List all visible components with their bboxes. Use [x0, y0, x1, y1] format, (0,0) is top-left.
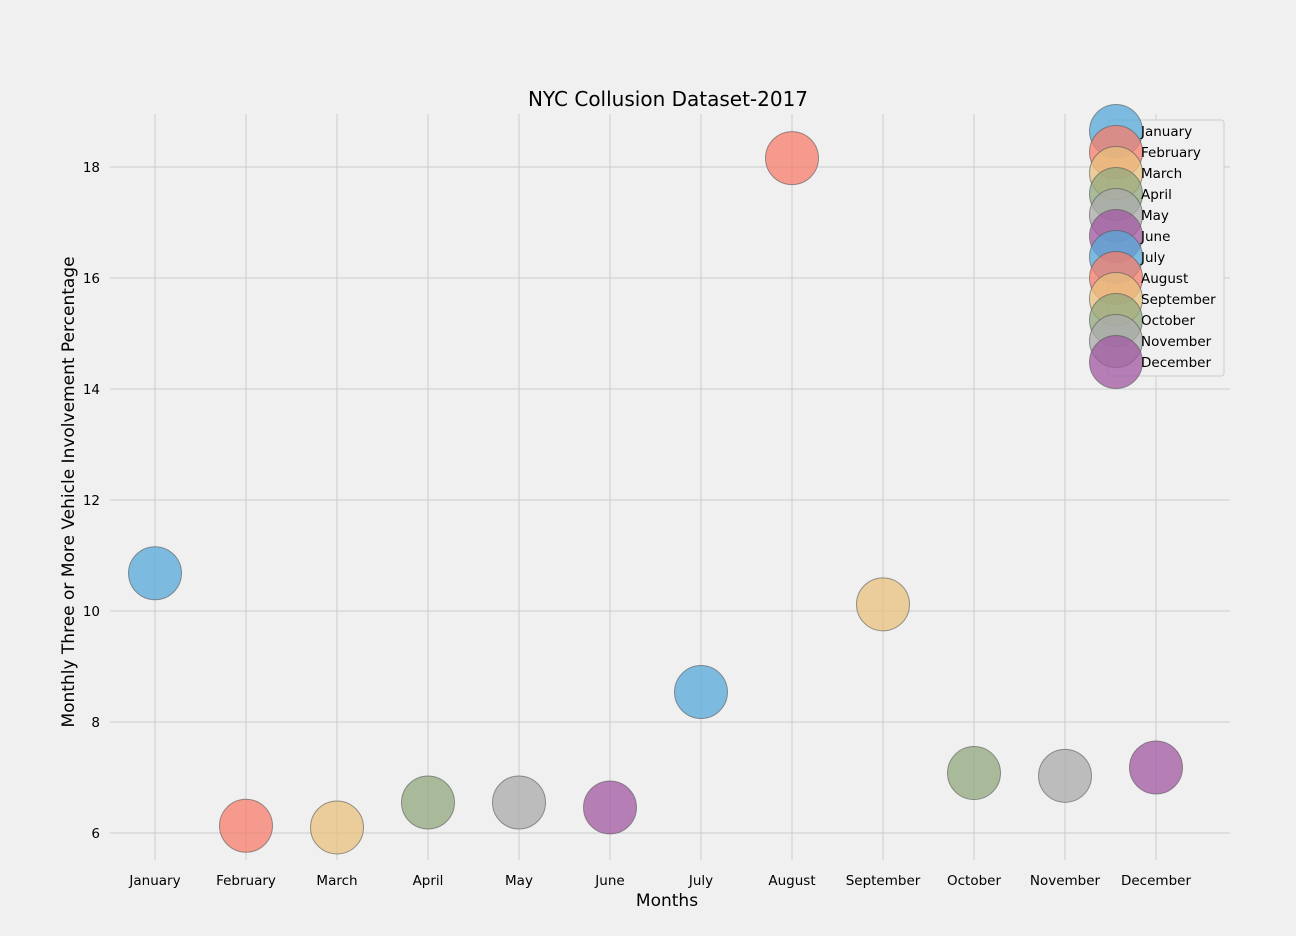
legend-label: August — [1141, 271, 1188, 287]
legend-label: March — [1141, 166, 1182, 182]
x-axis-label: Months — [636, 891, 698, 911]
x-tick-label: March — [316, 873, 357, 889]
y-tick-label: 16 — [83, 271, 100, 287]
x-tick-label: May — [505, 873, 533, 889]
legend-label: July — [1140, 250, 1165, 266]
y-tick-labels: 6 8 10 12 14 16 18 — [83, 160, 100, 842]
legend: January February March April May June July Augu… — [1089, 104, 1225, 389]
legend-label: October — [1141, 313, 1195, 329]
legend-label: September — [1141, 292, 1216, 308]
y-tick-label: 6 — [91, 826, 100, 842]
x-tick-labels: January February March April May June July Augu… — [128, 873, 1191, 889]
x-tick-label: February — [216, 873, 276, 889]
bubble-point — [401, 775, 455, 830]
grid-lines — [110, 114, 1230, 860]
legend-marker — [1089, 335, 1143, 389]
bubble-point — [856, 577, 910, 632]
y-tick-label: 18 — [83, 160, 100, 176]
bubble-point — [128, 546, 182, 601]
legend-label: December — [1141, 355, 1211, 371]
x-tick-label: June — [594, 873, 624, 889]
bubble-point — [947, 746, 1001, 801]
bubble-point — [674, 665, 728, 720]
y-axis-label: Monthly Three or More Vehicle Involvemen… — [59, 256, 79, 727]
x-tick-label: January — [128, 873, 180, 889]
y-tick-label: 12 — [83, 493, 100, 509]
bubble-point — [765, 131, 819, 186]
x-tick-label: September — [846, 873, 921, 889]
x-tick-label: December — [1121, 873, 1191, 889]
legend-label: November — [1141, 334, 1212, 350]
bubble-point — [310, 800, 364, 855]
x-tick-label: November — [1030, 873, 1101, 889]
bubble-point — [1038, 748, 1092, 803]
legend-label: June — [1140, 229, 1170, 245]
chart-title: NYC Collusion Dataset-2017 — [528, 87, 808, 111]
legend-label: February — [1141, 145, 1201, 161]
legend-label: January — [1140, 124, 1192, 140]
x-tick-label: July — [688, 873, 713, 889]
legend-label: April — [1141, 187, 1172, 203]
bubble-point — [219, 798, 273, 853]
data-points — [128, 131, 1183, 855]
x-tick-label: August — [768, 873, 815, 889]
x-tick-label: April — [413, 873, 444, 889]
bubble-point — [492, 775, 546, 830]
bubble-point — [1129, 740, 1183, 795]
bubble-point — [583, 780, 637, 835]
legend-label: May — [1141, 208, 1169, 224]
y-tick-label: 10 — [83, 604, 100, 620]
y-tick-label: 14 — [83, 382, 100, 398]
y-tick-label: 8 — [91, 715, 100, 731]
x-tick-label: October — [947, 873, 1001, 889]
